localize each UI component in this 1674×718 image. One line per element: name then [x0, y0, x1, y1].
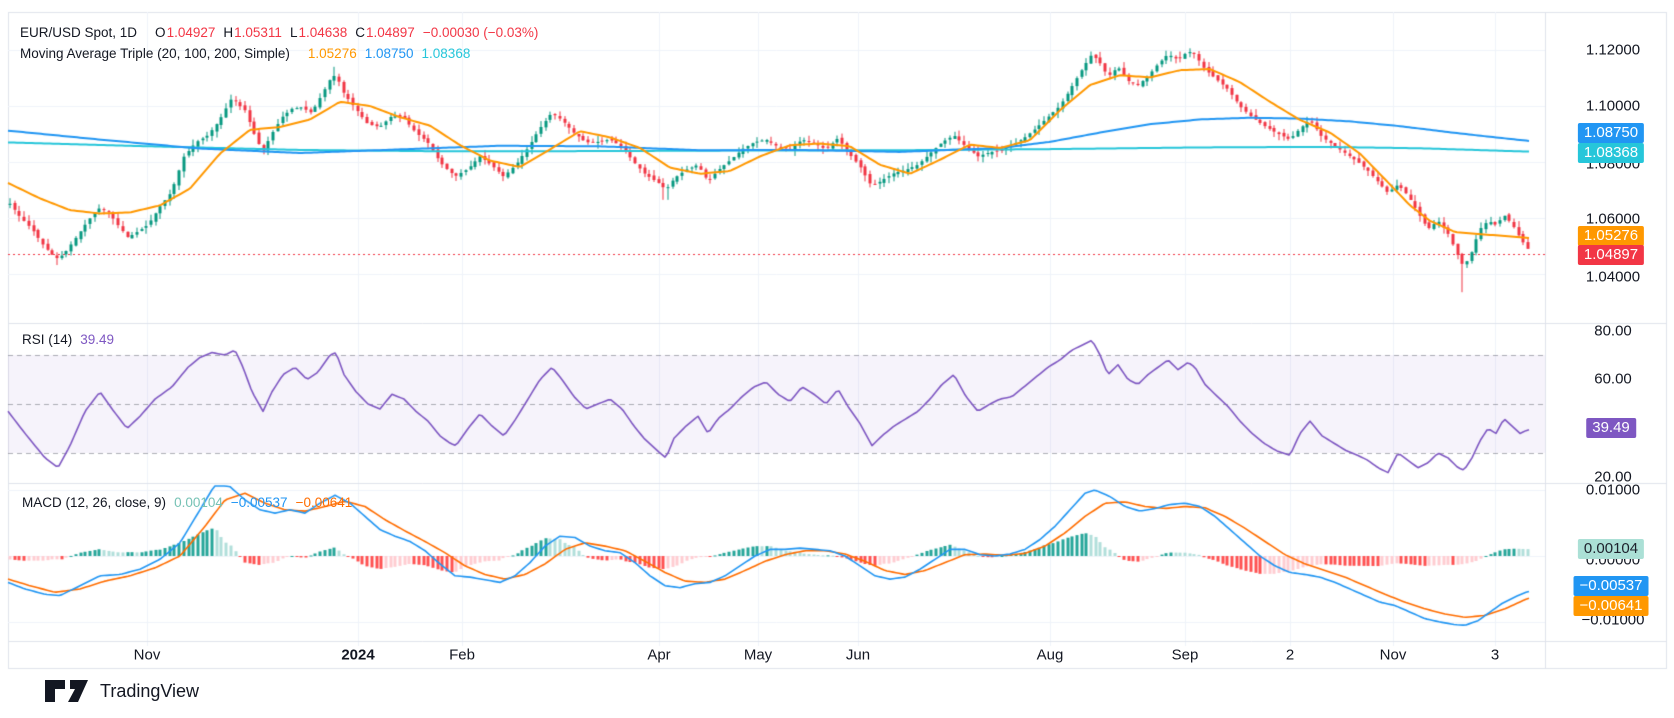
- low-value: 1.04638: [298, 25, 348, 40]
- macd-line-value: −0.00537: [230, 495, 288, 510]
- ma200-value: 1.08368: [421, 46, 471, 61]
- macd-tick-label: 0.01000: [1585, 481, 1641, 499]
- macd-chip: −0.00641: [1573, 596, 1649, 616]
- symbol-legend-row-1: EUR/USD Spot, 1D O1.04927 H1.05311 L1.04638…: [20, 22, 538, 43]
- symbol-title[interactable]: EUR/USD Spot, 1D: [20, 25, 138, 40]
- close-label: C: [355, 25, 366, 40]
- rsi-title[interactable]: RSI (14): [22, 332, 73, 347]
- low-label: L: [289, 25, 298, 40]
- time-axis-label: Jun: [845, 646, 871, 664]
- rsi-tick-label: 20.00: [1594, 468, 1632, 486]
- rsi-chip: 39.49: [1586, 418, 1636, 438]
- price-chip: 1.05276: [1577, 226, 1645, 246]
- time-axis-label: Nov: [133, 646, 161, 664]
- price-tick-label: 1.12000: [1585, 41, 1641, 59]
- rsi-tick-label: 60.00: [1594, 370, 1632, 388]
- change-value: −0.00030 (−0.03%): [422, 25, 539, 40]
- ma20-value: 1.05276: [307, 46, 357, 61]
- tradingview-logo-icon: [45, 680, 88, 702]
- time-axis-label: Aug: [1036, 646, 1064, 664]
- time-axis-label: 3: [1490, 646, 1500, 664]
- price-tick-label: 1.06000: [1585, 210, 1641, 228]
- rsi-legend: RSI (14) 39.49: [22, 329, 114, 350]
- price-tick-label: 1.10000: [1585, 97, 1641, 115]
- high-label: H: [223, 25, 234, 40]
- price-tick-label: 1.04000: [1585, 268, 1641, 286]
- ma100-value: 1.08750: [364, 46, 414, 61]
- macd-chip: −0.00537: [1573, 576, 1649, 596]
- ma-legend-row: Moving Average Triple (20, 100, 200, Sim…: [20, 43, 538, 64]
- price-chip: 1.04897: [1577, 245, 1645, 265]
- rsi-tick-label: 80.00: [1594, 322, 1632, 340]
- time-axis-label: May: [743, 646, 773, 664]
- open-value: 1.04927: [166, 25, 216, 40]
- price-chip: 1.08750: [1577, 123, 1645, 143]
- macd-chip: 0.00104: [1577, 539, 1645, 559]
- rsi-value: 39.49: [80, 332, 115, 347]
- time-axis-label: Feb: [449, 646, 475, 664]
- ma-indicator-title[interactable]: Moving Average Triple (20, 100, 200, Sim…: [20, 46, 290, 61]
- macd-title[interactable]: MACD (12, 26, close, 9): [22, 495, 167, 510]
- macd-hist-value: 0.00104: [174, 495, 223, 510]
- time-axis-label: Apr: [647, 646, 671, 664]
- symbol-legend: EUR/USD Spot, 1D O1.04927 H1.05311 L1.04638…: [20, 22, 538, 64]
- tradingview-logo-link[interactable]: TradingView: [44, 678, 199, 704]
- macd-legend: MACD (12, 26, close, 9) 0.00104 −0.00537 −0…: [22, 492, 352, 513]
- close-value: 1.04897: [366, 25, 415, 40]
- macd-signal-value: −0.00641: [295, 495, 353, 510]
- time-axis-label: 2: [1285, 646, 1295, 664]
- time-axis-label: Sep: [1171, 646, 1199, 664]
- tradingview-brand-text: TradingView: [100, 680, 200, 701]
- time-axis-label: Nov: [1379, 646, 1407, 664]
- time-axis-label: 2024: [341, 646, 375, 664]
- high-value: 1.05311: [234, 25, 282, 40]
- price-chip: 1.08368: [1577, 143, 1645, 163]
- open-label: O: [155, 25, 166, 40]
